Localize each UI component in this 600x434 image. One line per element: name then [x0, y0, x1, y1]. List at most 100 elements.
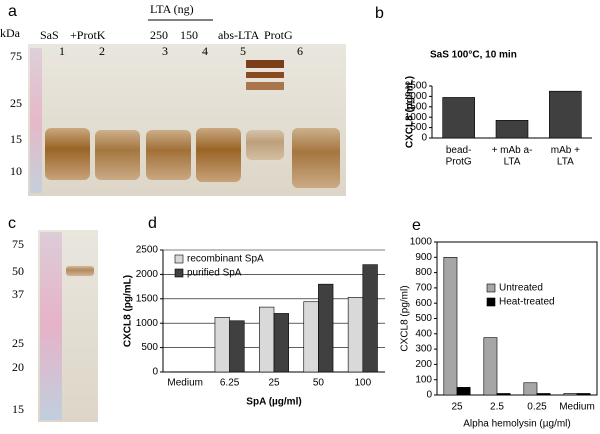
- marker-label: 50: [12, 264, 24, 278]
- y-axis-label: CXCL8 (pg/mL): [123, 275, 134, 347]
- y-tick-label: 900: [415, 252, 432, 263]
- unit-label: kDa: [0, 26, 21, 40]
- bar: [549, 90, 582, 139]
- marker-label: 20: [12, 360, 24, 374]
- legend-label: recombinant SpA: [187, 254, 264, 265]
- legend-swatch: [486, 283, 496, 293]
- y-tick-label: 0: [426, 390, 432, 401]
- bar: [563, 393, 578, 396]
- marker-label: 10: [10, 164, 22, 178]
- marker-label: 75: [12, 237, 24, 251]
- bar: [536, 393, 551, 396]
- lane-number: 3: [162, 44, 168, 58]
- x-tick-label: 25: [268, 378, 280, 389]
- y-tick-label: 200: [415, 359, 432, 370]
- y-tick-label: 1500: [136, 293, 159, 304]
- x-tick-label: 0.25: [527, 402, 547, 413]
- marker-label: 25: [10, 96, 22, 110]
- lane-heading: LTA (ng): [150, 2, 194, 16]
- lane-heading: 250: [150, 28, 168, 42]
- legend-label: Heat-treated: [499, 297, 555, 308]
- bar: [576, 393, 591, 396]
- gel-bands: [45, 60, 340, 188]
- panel-letter: e: [412, 217, 421, 234]
- y-axis-label: CXCL8 (pg/ml): [400, 285, 411, 351]
- bar: [442, 97, 475, 139]
- bar: [259, 306, 275, 373]
- y-tick-label: 100: [415, 374, 432, 385]
- lane-heading: SaS: [40, 28, 59, 42]
- lane-number: 4: [202, 44, 208, 58]
- y-tick-label: 700: [415, 283, 432, 294]
- ladder: [30, 48, 42, 193]
- y-tick-label: 2500: [405, 81, 428, 92]
- y-tick-label: 600: [415, 298, 432, 309]
- bar: [303, 301, 319, 373]
- lane-number: 1: [59, 44, 65, 58]
- lane-number: 6: [297, 44, 303, 58]
- marker-label: 15: [10, 132, 22, 146]
- bar: [362, 264, 378, 373]
- bar: [214, 317, 230, 373]
- y-tick-label: 1000: [136, 318, 159, 329]
- x-tick-label: 6.25: [220, 378, 240, 389]
- bar: [347, 297, 364, 373]
- y-tick-label: 1000: [405, 112, 428, 123]
- lane-number: 5: [240, 44, 246, 58]
- y-tick-label: 1000: [410, 237, 433, 248]
- y-tick-label: 0: [152, 367, 158, 378]
- marker-label: 25: [12, 336, 24, 350]
- gel-band: [66, 266, 94, 276]
- x-tick-label: 2.5: [490, 402, 504, 413]
- lane-heading: 150: [180, 28, 198, 42]
- marker-label: 75: [10, 49, 22, 63]
- legend-label: purified SpA: [187, 268, 242, 279]
- x-tick-label: 100: [354, 378, 371, 389]
- y-tick-label: 500: [410, 122, 427, 133]
- x-axis-label: Alpha hemolysin (µg/ml): [463, 419, 570, 430]
- y-tick-label: 2000: [136, 269, 159, 280]
- ladder: [40, 232, 62, 420]
- legend-label: Untreated: [499, 283, 543, 294]
- bar: [523, 382, 538, 396]
- chart-title: SaS 100°C, 10 min: [430, 50, 517, 61]
- bar: [318, 283, 334, 373]
- y-tick-label: 300: [415, 344, 432, 355]
- y-axis-label: CXCL8 (pg/mL): [405, 76, 416, 148]
- legend-swatch: [486, 297, 496, 307]
- x-tick-label: 25: [451, 402, 463, 413]
- marker-label: 15: [12, 402, 24, 416]
- bar: [483, 337, 498, 396]
- marker-label: 37: [12, 287, 24, 301]
- legend-swatch: [174, 254, 184, 264]
- bar: [496, 393, 511, 396]
- bar: [495, 120, 529, 139]
- y-tick-label: 2000: [405, 91, 428, 102]
- y-tick-label: 400: [415, 328, 432, 339]
- plot-frame: [436, 241, 598, 396]
- bar: [229, 320, 245, 373]
- bar: [456, 387, 471, 396]
- x-tick-label: bead-ProtG: [446, 145, 472, 168]
- x-tick-label: Medium: [559, 402, 595, 413]
- x-tick-label: + mAb a-LTA: [492, 145, 533, 168]
- lane-heading: +ProtK: [70, 28, 106, 42]
- panel-letter: d: [148, 215, 157, 232]
- x-tick-label: 50: [313, 378, 325, 389]
- y-tick-label: 1500: [405, 101, 428, 112]
- legend-swatch: [174, 268, 184, 278]
- y-tick-label: 800: [415, 267, 432, 278]
- lane-heading: ProtG: [264, 28, 293, 42]
- y-tick-label: 500: [141, 342, 158, 353]
- bar: [443, 256, 458, 396]
- y-tick-label: 500: [415, 313, 432, 324]
- x-tick-label: mAb + LTA: [551, 145, 580, 168]
- x-axis-label: SpA (µg/ml): [246, 397, 301, 408]
- y-tick-label: 2500: [136, 245, 159, 256]
- x-tick-label: Medium: [167, 378, 203, 389]
- lane-heading: abs-LTA: [218, 28, 260, 42]
- panel-letter: a: [8, 3, 17, 20]
- panel-letter: b: [375, 5, 384, 22]
- lane-number: 2: [99, 44, 105, 58]
